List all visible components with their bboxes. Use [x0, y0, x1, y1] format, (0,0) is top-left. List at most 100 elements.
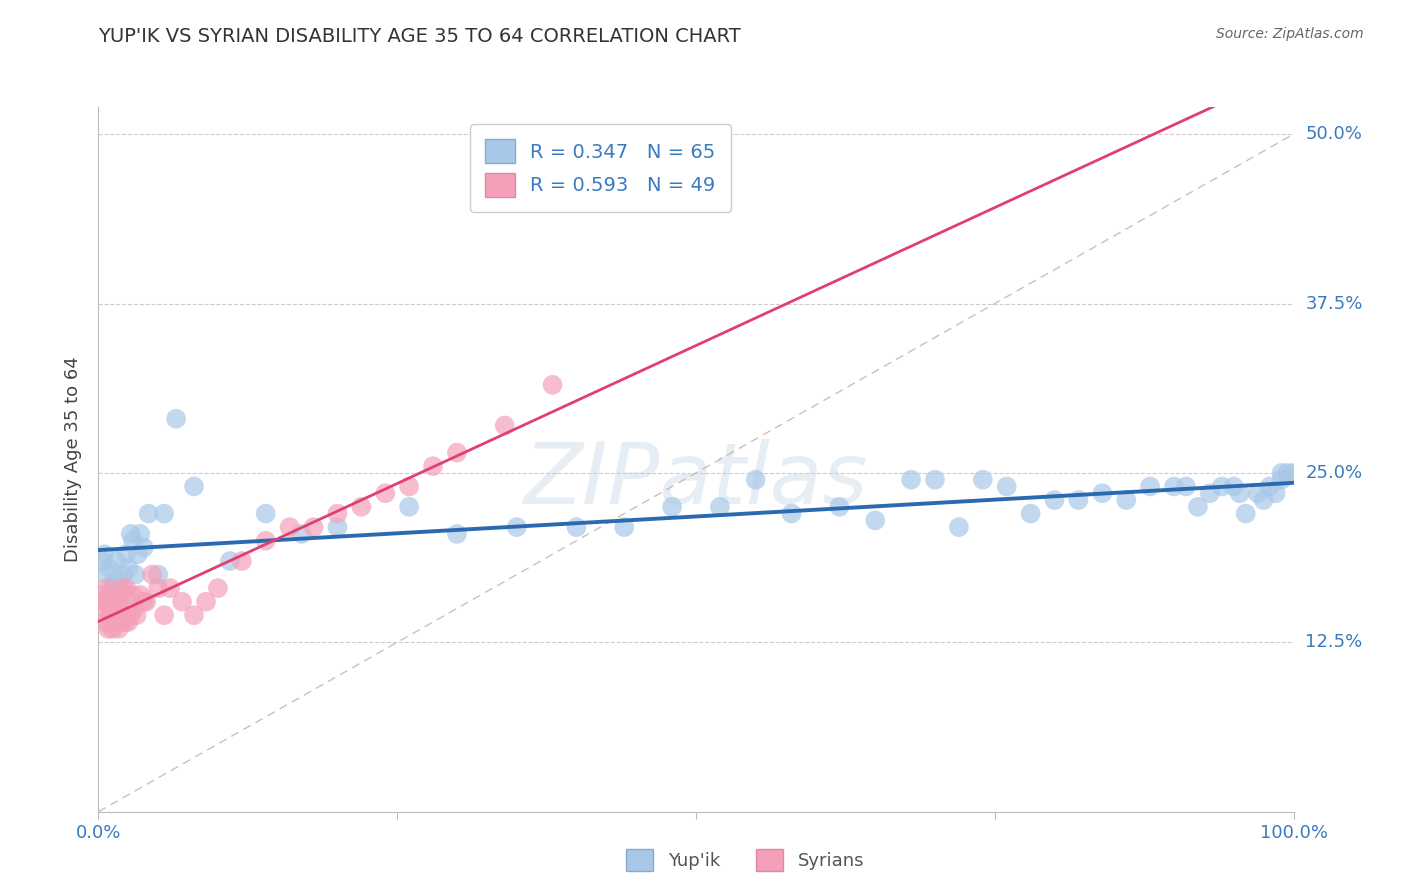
- Point: [302, 520, 325, 534]
- Point: [125, 608, 148, 623]
- Point: [1258, 479, 1281, 493]
- Point: [135, 595, 157, 609]
- Point: [195, 595, 218, 609]
- Point: [291, 527, 314, 541]
- Point: [865, 513, 887, 527]
- Point: [1067, 493, 1090, 508]
- Point: [132, 541, 155, 555]
- Point: [183, 608, 205, 623]
- Point: [541, 377, 564, 392]
- Point: [112, 608, 135, 623]
- Point: [422, 459, 444, 474]
- Point: [107, 595, 129, 609]
- Point: [98, 601, 121, 615]
- Point: [1277, 466, 1299, 480]
- Text: YUP'IK VS SYRIAN DISABILITY AGE 35 TO 64 CORRELATION CHART: YUP'IK VS SYRIAN DISABILITY AGE 35 TO 64…: [98, 27, 741, 45]
- Point: [165, 411, 187, 425]
- Point: [278, 520, 301, 534]
- Point: [129, 527, 152, 541]
- Point: [148, 567, 170, 582]
- Point: [104, 601, 127, 615]
- Point: [326, 520, 349, 534]
- Text: 25.0%: 25.0%: [1306, 464, 1362, 482]
- Point: [446, 527, 468, 541]
- Point: [374, 486, 396, 500]
- Point: [1247, 486, 1270, 500]
- Point: [105, 615, 128, 629]
- Point: [96, 581, 118, 595]
- Point: [114, 615, 136, 629]
- Point: [972, 473, 994, 487]
- Point: [115, 581, 138, 595]
- Point: [1175, 479, 1198, 493]
- Point: [108, 595, 131, 609]
- Point: [948, 520, 970, 534]
- Point: [446, 445, 468, 459]
- Point: [254, 533, 277, 548]
- Point: [172, 595, 194, 609]
- Point: [398, 479, 420, 493]
- Legend: R = 0.347   N = 65, R = 0.593   N = 49: R = 0.347 N = 65, R = 0.593 N = 49: [470, 124, 731, 212]
- Point: [101, 622, 124, 636]
- Point: [350, 500, 373, 514]
- Point: [124, 567, 146, 582]
- Point: [94, 615, 117, 629]
- Text: Source: ZipAtlas.com: Source: ZipAtlas.com: [1216, 27, 1364, 41]
- Point: [326, 507, 349, 521]
- Point: [1271, 473, 1294, 487]
- Point: [122, 533, 145, 548]
- Point: [1264, 486, 1286, 500]
- Point: [1163, 479, 1185, 493]
- Point: [148, 581, 170, 595]
- Point: [1271, 466, 1294, 480]
- Point: [115, 547, 138, 561]
- Point: [1253, 493, 1275, 508]
- Point: [1282, 466, 1305, 480]
- Point: [127, 547, 149, 561]
- Point: [924, 473, 946, 487]
- Point: [110, 615, 132, 629]
- Point: [91, 554, 114, 568]
- Point: [103, 574, 125, 589]
- Point: [124, 601, 146, 615]
- Point: [613, 520, 636, 534]
- Point: [1019, 507, 1042, 521]
- Point: [494, 418, 516, 433]
- Point: [159, 581, 181, 595]
- Point: [90, 601, 112, 615]
- Point: [219, 554, 242, 568]
- Text: 12.5%: 12.5%: [1306, 633, 1362, 651]
- Point: [153, 507, 176, 521]
- Point: [98, 588, 122, 602]
- Point: [105, 554, 128, 568]
- Point: [100, 581, 122, 595]
- Point: [120, 527, 142, 541]
- Point: [111, 581, 134, 595]
- Point: [1229, 486, 1251, 500]
- Point: [117, 615, 139, 629]
- Point: [91, 588, 114, 602]
- Text: 50.0%: 50.0%: [1306, 125, 1362, 143]
- Point: [565, 520, 588, 534]
- Text: 37.5%: 37.5%: [1306, 294, 1362, 312]
- Point: [93, 595, 115, 609]
- Point: [780, 507, 803, 521]
- Point: [828, 500, 851, 514]
- Point: [900, 473, 922, 487]
- Point: [103, 595, 125, 609]
- Point: [129, 588, 152, 602]
- Point: [120, 608, 142, 623]
- Point: [709, 500, 731, 514]
- Point: [100, 608, 122, 623]
- Point: [1115, 493, 1137, 508]
- Legend: Yup'ik, Syrians: Yup'ik, Syrians: [619, 842, 872, 879]
- Text: ZIPatlas: ZIPatlas: [524, 439, 868, 522]
- Point: [745, 473, 768, 487]
- Point: [98, 561, 121, 575]
- Point: [506, 520, 529, 534]
- Point: [1223, 479, 1246, 493]
- Point: [138, 507, 160, 521]
- Point: [107, 622, 129, 636]
- Point: [1187, 500, 1209, 514]
- Point: [121, 588, 143, 602]
